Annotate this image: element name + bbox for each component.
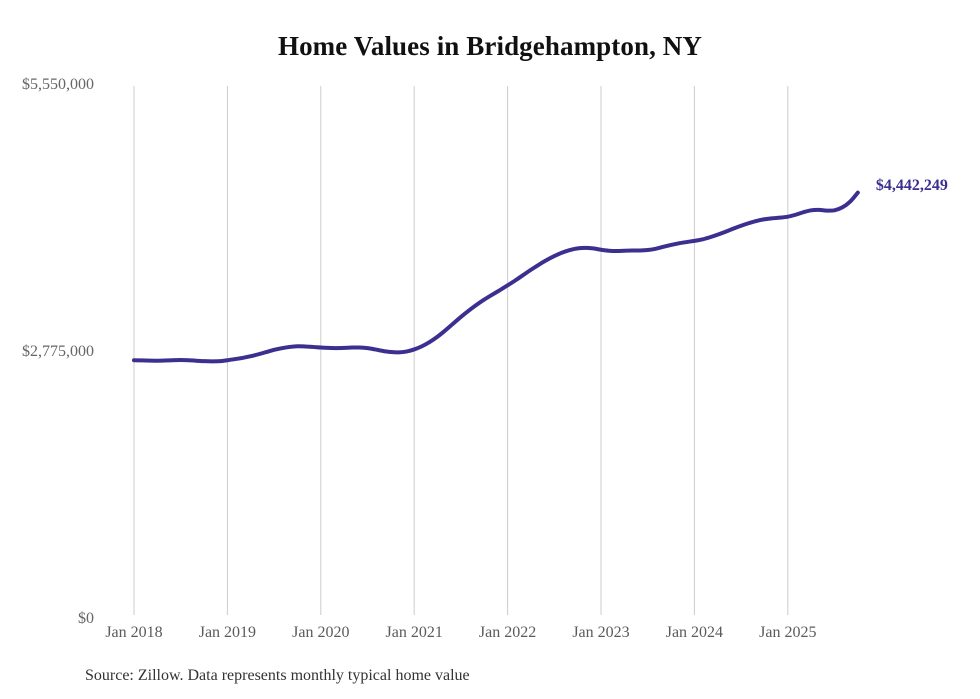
x-axis-tick-label: Jan 2019 (198, 624, 257, 641)
x-axis-tick-label: Jan 2022 (478, 624, 537, 641)
y-axis-tick-label: $2,775,000 (22, 343, 94, 360)
x-axis-tick-label: Jan 2020 (292, 624, 350, 641)
x-axis-tick-label: Jan 2018 (105, 624, 163, 641)
x-axis-tick-label: Jan 2021 (385, 624, 443, 641)
y-axis-tick-label: $5,550,000 (22, 76, 94, 93)
home-value-line (132, 190, 860, 364)
x-axis-tick-label: Jan 2024 (665, 624, 724, 641)
data-line-group (132, 190, 860, 364)
x-axis-tick-label: Jan 2023 (572, 624, 630, 641)
gridlines-group (133, 86, 789, 615)
y-axis-tick-label: $0 (78, 610, 94, 627)
chart-title: Home Values in Bridgehampton, NY (277, 31, 702, 61)
source-note: Source: Zillow. Data represents monthly … (85, 667, 470, 684)
end-value-label: $4,442,249 (875, 176, 948, 194)
x-axis-tick-label: Jan 2025 (759, 624, 817, 641)
